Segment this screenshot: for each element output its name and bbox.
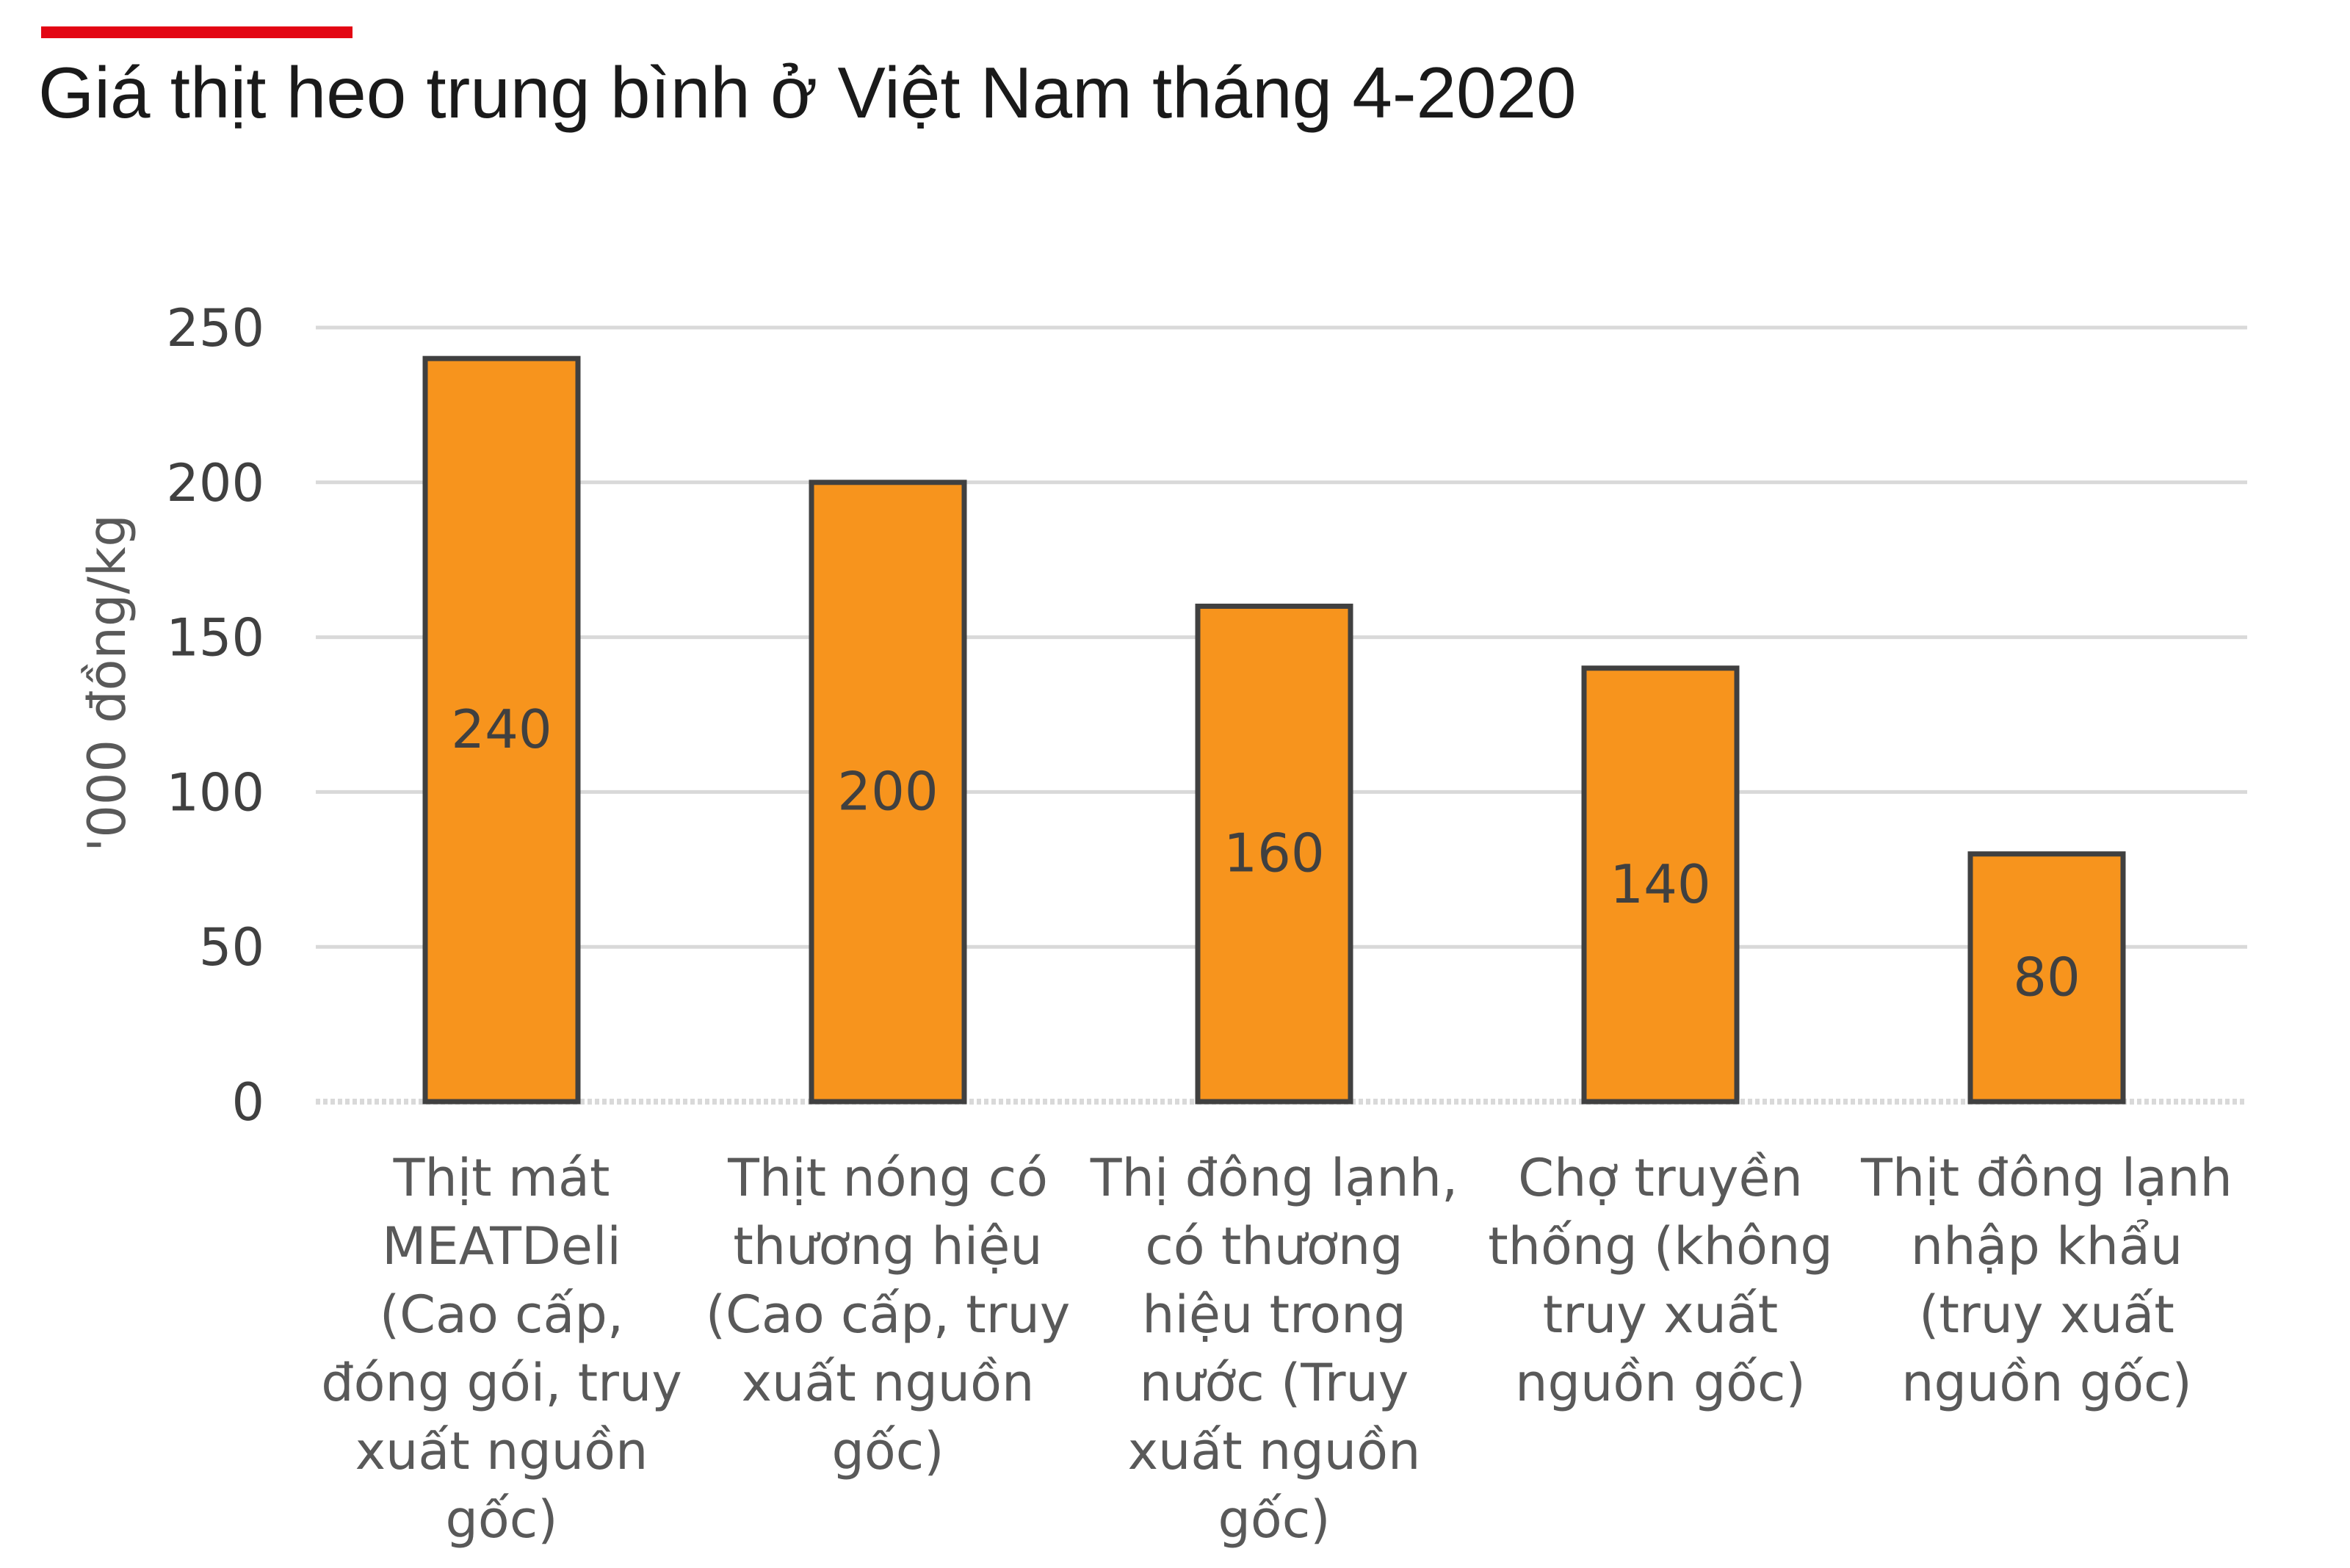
category-label-line: (Cao cấp, (380, 1285, 623, 1345)
category-label: Thịt mát MEATDeli (Cao cấp, đóng gói, truy x… (321, 1148, 682, 1550)
category-label-line: (Cao cấp, truy (706, 1285, 1071, 1345)
category-label-line: gốc) (831, 1421, 944, 1481)
category-label: Thịt đông lạnh nhập khẩu (truy xuất nguồn g… (1860, 1148, 2232, 1413)
category-label-line: nhập khẩu (1911, 1216, 2183, 1276)
category-label-line: Thịt nóng có (727, 1148, 1048, 1208)
title-accent-bar (41, 26, 352, 38)
category-label: Thị đông lạnh, có thương hiệu trong nước (T… (1090, 1148, 1458, 1550)
category-label-line: (truy xuất (1919, 1285, 2174, 1345)
data-label: 240 (451, 698, 552, 760)
category-label-line: Thịt mát (393, 1148, 610, 1208)
data-label: 200 (837, 760, 938, 822)
category-label-line: Thịt đông lạnh (1860, 1148, 2232, 1208)
category-label-line: xuất nguồn (742, 1353, 1035, 1413)
category-label-line: Thị đông lạnh, (1090, 1148, 1458, 1208)
category-label-line: thống (không (1488, 1216, 1833, 1276)
category-label-line: xuất nguồn (1128, 1421, 1421, 1481)
x-axis-categories: Thịt mát MEATDeli (Cao cấp, đóng gói, truy x… (321, 1148, 2232, 1550)
bar (422, 355, 581, 1105)
category-label-line: nguồn gốc) (1901, 1353, 2192, 1413)
y-axis-label: '000 đồng/kg (77, 514, 137, 852)
category-label-line: xuất nguồn (355, 1421, 648, 1481)
data-label: 80 (2013, 946, 2080, 1008)
category-label-line: hiệu trong (1142, 1285, 1406, 1345)
y-tick-label: 0 (231, 1072, 264, 1132)
y-tick-label: 250 (166, 298, 264, 358)
chart-title: Giá thịt heo trung bình ở Việt Nam tháng… (38, 52, 1577, 133)
y-axis-ticks: 0 50 100 150 200 250 (166, 298, 264, 1132)
category-label-line: Chợ truyền (1518, 1148, 1803, 1208)
category-label-line: thương hiệu (733, 1216, 1042, 1276)
bar (1581, 665, 1740, 1105)
category-label-line: nước (Truy (1140, 1353, 1409, 1413)
category-label-line: truy xuất (1543, 1285, 1778, 1345)
bars (422, 355, 2126, 1105)
bar (1967, 851, 2126, 1105)
y-tick-label: 150 (166, 608, 264, 668)
bar (809, 480, 967, 1105)
data-label: 140 (1610, 853, 1710, 915)
category-label: Thịt nóng có thương hiệu (Cao cấp, truy xuấ… (706, 1148, 1071, 1481)
category-label-line: có thương (1145, 1216, 1403, 1276)
category-label-line: MEATDeli (382, 1216, 621, 1276)
data-labels: 240 200 160 140 80 (451, 698, 2080, 1008)
y-tick-label: 50 (199, 917, 264, 978)
y-tick-label: 200 (166, 453, 264, 513)
bar (1195, 603, 1353, 1105)
data-label: 160 (1223, 823, 1324, 884)
category-label-line: gốc) (445, 1489, 557, 1550)
category-label-line: nguồn gốc) (1515, 1353, 1806, 1413)
category-label: Chợ truyền thống (không truy xuất nguồn gốc… (1488, 1148, 1833, 1413)
category-label-line: đóng gói, truy (321, 1353, 682, 1413)
category-label-line: gốc) (1218, 1489, 1330, 1550)
y-tick-label: 100 (166, 762, 264, 823)
